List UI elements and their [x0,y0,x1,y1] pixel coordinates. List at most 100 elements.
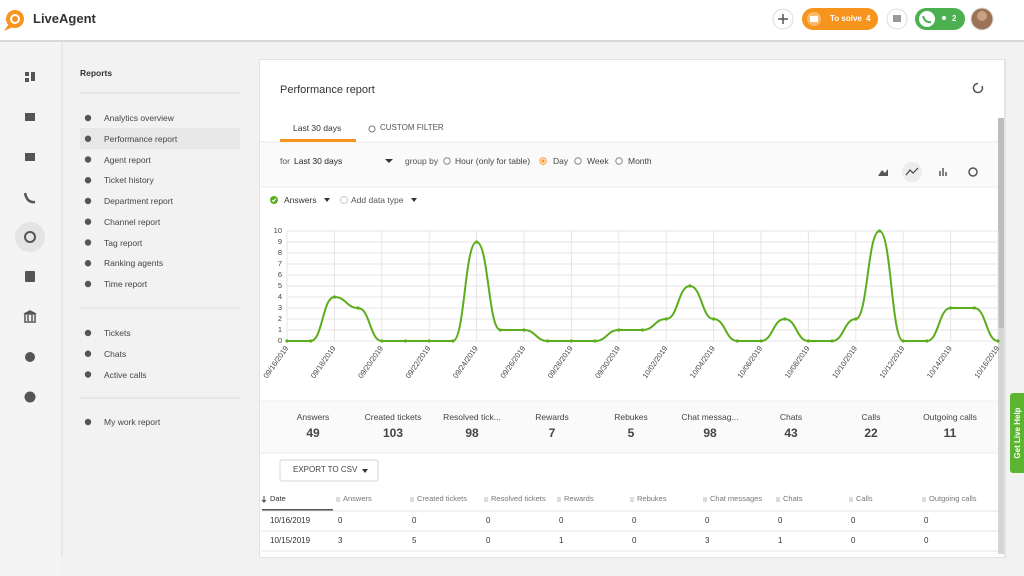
table-cell: 1 [559,535,563,547]
menu-icon [85,136,91,142]
series-toggle-on[interactable] [270,196,278,204]
column-header[interactable]: Rebukes [637,493,667,505]
table-cell: 0 [851,515,855,527]
data-point [878,229,881,232]
radio[interactable] [575,158,581,164]
data-point [712,317,715,320]
menu-icon [85,371,91,377]
nav-settings[interactable] [25,352,35,362]
radio-label[interactable]: Week [587,155,609,167]
column-header[interactable]: Date [270,493,286,505]
summary-label: Rewards [535,411,569,423]
menu-item[interactable]: Active calls [104,369,147,381]
column-header[interactable]: Answers [343,493,372,505]
header-shadow [0,40,1024,42]
data-point [404,339,407,342]
menu-item[interactable]: Tickets [104,327,131,339]
data-point [973,306,976,309]
column-header[interactable]: Outgoing calls [929,493,977,505]
menu-item[interactable]: Department report [104,195,173,207]
table-cell: 0 [338,515,342,527]
nav-dashboard-2 [31,72,35,81]
menu-item[interactable]: Time report [104,278,147,290]
radio-label[interactable]: Month [628,155,652,167]
column-header[interactable]: Resolved tickets [491,493,546,505]
data-point [475,240,478,243]
radio[interactable] [444,158,450,164]
menu-item[interactable]: My work report [104,416,160,428]
table-cell: 10/15/2019 [270,535,310,547]
data-point [736,339,739,342]
table-cell: 0 [412,515,416,527]
y-tick-label: 5 [278,281,282,290]
nav-chats[interactable] [25,153,35,161]
data-point [902,339,905,342]
menu-item[interactable]: Agent report [104,154,151,166]
y-tick-label: 4 [278,292,282,301]
table-cell: 3 [338,535,342,547]
nav-plugins[interactable] [25,392,36,403]
nav-tickets[interactable] [25,113,35,121]
menu-item[interactable]: Ticket history [104,174,154,186]
data-point [285,339,288,342]
column-header[interactable]: Chat messages [710,493,762,505]
nav-dashboard-3 [25,78,29,82]
summary-label: Resolved tick... [443,411,501,423]
menu-title: Reports [80,67,112,79]
export-label[interactable]: EXPORT TO CSV [293,464,357,476]
table-cell: 5 [412,535,416,547]
menu-icon [85,260,91,266]
table-cell: 0 [924,535,928,547]
y-tick-label: 9 [278,237,282,246]
summary-value: 49 [306,427,319,439]
data-point [499,328,502,331]
column-header[interactable]: Calls [856,493,873,505]
data-point [380,339,383,342]
logo-text: LiveAgent [33,13,96,25]
scrollbar-thumb[interactable] [998,118,1004,328]
help-label[interactable]: Get Live Help [1012,407,1024,458]
nav-dashboard[interactable] [25,72,29,76]
menu-item[interactable]: Performance report [104,133,177,145]
column-header[interactable]: Rewards [564,493,594,505]
menu-icon [85,281,91,287]
menu-item[interactable]: Chats [104,348,126,360]
period-select[interactable]: Last 30 days [294,155,342,167]
data-point [594,339,597,342]
menu-item[interactable]: Analytics overview [104,112,174,124]
menu-item[interactable]: Tag report [104,237,142,249]
avatar-face [977,11,987,21]
menu-icon [85,156,91,162]
summary-value: 98 [703,427,716,439]
tab[interactable]: Last 30 days [293,122,341,134]
y-tick-label: 3 [278,303,282,312]
column-header[interactable]: Chats [783,493,803,505]
series-toggle-off[interactable] [341,197,348,204]
menu-item[interactable]: Channel report [104,216,160,228]
table-cell: 1 [778,535,782,547]
tab[interactable]: CUSTOM FILTER [380,122,444,134]
data-point [641,328,644,331]
column-header[interactable]: Created tickets [417,493,467,505]
data-point [925,339,928,342]
menu-item[interactable]: Ranking agents [104,257,163,269]
report-title: Performance report [280,84,375,96]
summary-value: 103 [383,427,403,439]
radio-label[interactable]: Hour (only for table) [455,155,530,167]
radio-label[interactable]: Day [553,155,568,167]
agents-icon [942,16,946,20]
add-data-type[interactable]: Add data type [351,194,403,206]
radio[interactable] [616,158,622,164]
table-cell: 3 [705,535,709,547]
to-solve-label[interactable]: To solve [830,13,862,25]
legend-entry[interactable]: Answers [284,194,317,206]
menu-icon [85,351,91,357]
data-point [522,328,525,331]
data-point [759,339,762,342]
nav-reports-selected[interactable] [15,222,45,252]
nav-contacts[interactable] [25,271,35,282]
table-cell: 0 [486,535,490,547]
y-tick-label: 0 [278,336,282,345]
data-point [996,339,999,342]
